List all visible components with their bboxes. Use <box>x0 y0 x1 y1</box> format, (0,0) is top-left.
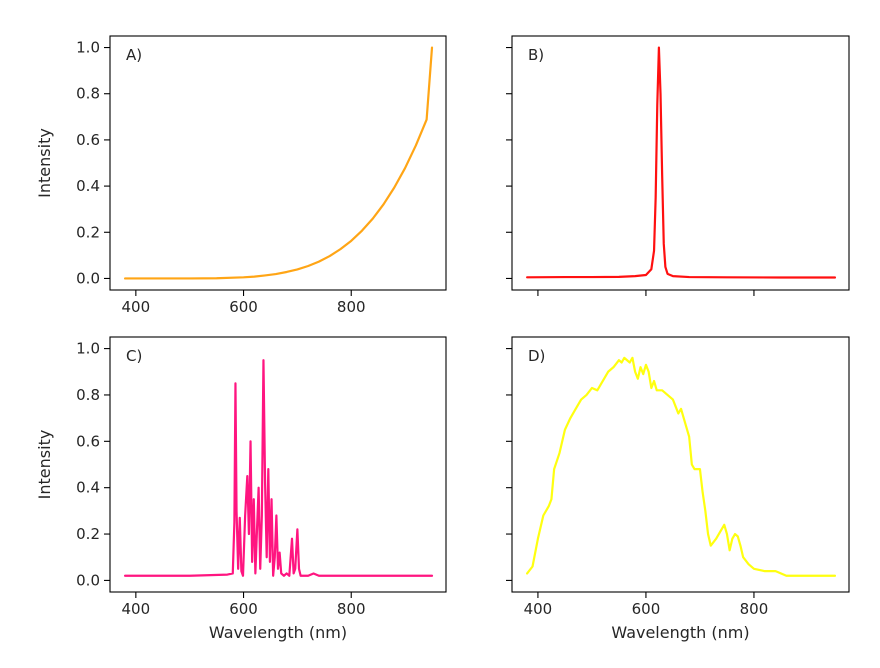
y-axis-label: Intensity <box>35 430 54 500</box>
panel-label: D) <box>528 347 545 365</box>
panel-3: 400 600 800 0.0 0.2 0.4 0.6 0.8 1.0 C) Wavelength … <box>35 336 447 642</box>
y-tick-label: 0.8 <box>76 85 100 103</box>
y-tick-label: 1.0 <box>76 340 100 358</box>
x-tick-label: 800 <box>337 600 366 618</box>
x-tick-label: 600 <box>229 298 258 316</box>
axes-frame <box>109 336 447 593</box>
x-tick-label: 400 <box>122 298 151 316</box>
panel-1: 400 600 800 0.0 0.2 0.4 0.6 0.8 1.0 A) Intensity <box>35 35 447 316</box>
x-tick-label: 400 <box>122 600 151 618</box>
axes-frame <box>109 35 447 291</box>
x-tick-label: 800 <box>740 600 769 618</box>
y-tick-label: 0.0 <box>76 571 100 589</box>
series-line <box>123 46 434 280</box>
y-tick-label: 0.2 <box>76 525 100 543</box>
x-axis-label: Wavelength (nm) <box>209 623 347 642</box>
y-axis-label: Intensity <box>35 128 54 198</box>
series-line <box>526 356 837 577</box>
y-tick-label: 0.6 <box>76 131 100 149</box>
x-tick-label: 600 <box>632 600 661 618</box>
x-tick-label: 800 <box>337 298 366 316</box>
panel-4: 400 600 800 D) Wavelength (nm) <box>506 336 850 642</box>
x-tick-label: 600 <box>229 600 258 618</box>
y-tick-label: 0.4 <box>76 479 100 497</box>
panel-label: C) <box>126 347 142 365</box>
series-line <box>123 359 434 577</box>
series-line <box>526 46 837 279</box>
y-tick-label: 0.0 <box>76 269 100 287</box>
y-tick-label: 0.2 <box>76 223 100 241</box>
y-tick-label: 0.4 <box>76 177 100 195</box>
y-tick-label: 0.8 <box>76 386 100 404</box>
panel-label: B) <box>528 46 544 64</box>
axes-frame <box>511 336 850 593</box>
panel-2: B) <box>506 35 850 296</box>
y-tick-label: 0.6 <box>76 432 100 450</box>
y-tick-label: 1.0 <box>76 39 100 57</box>
x-axis-label: Wavelength (nm) <box>611 623 749 642</box>
axes-frame <box>511 35 850 291</box>
x-tick-label: 400 <box>524 600 553 618</box>
panel-label: A) <box>126 46 142 64</box>
